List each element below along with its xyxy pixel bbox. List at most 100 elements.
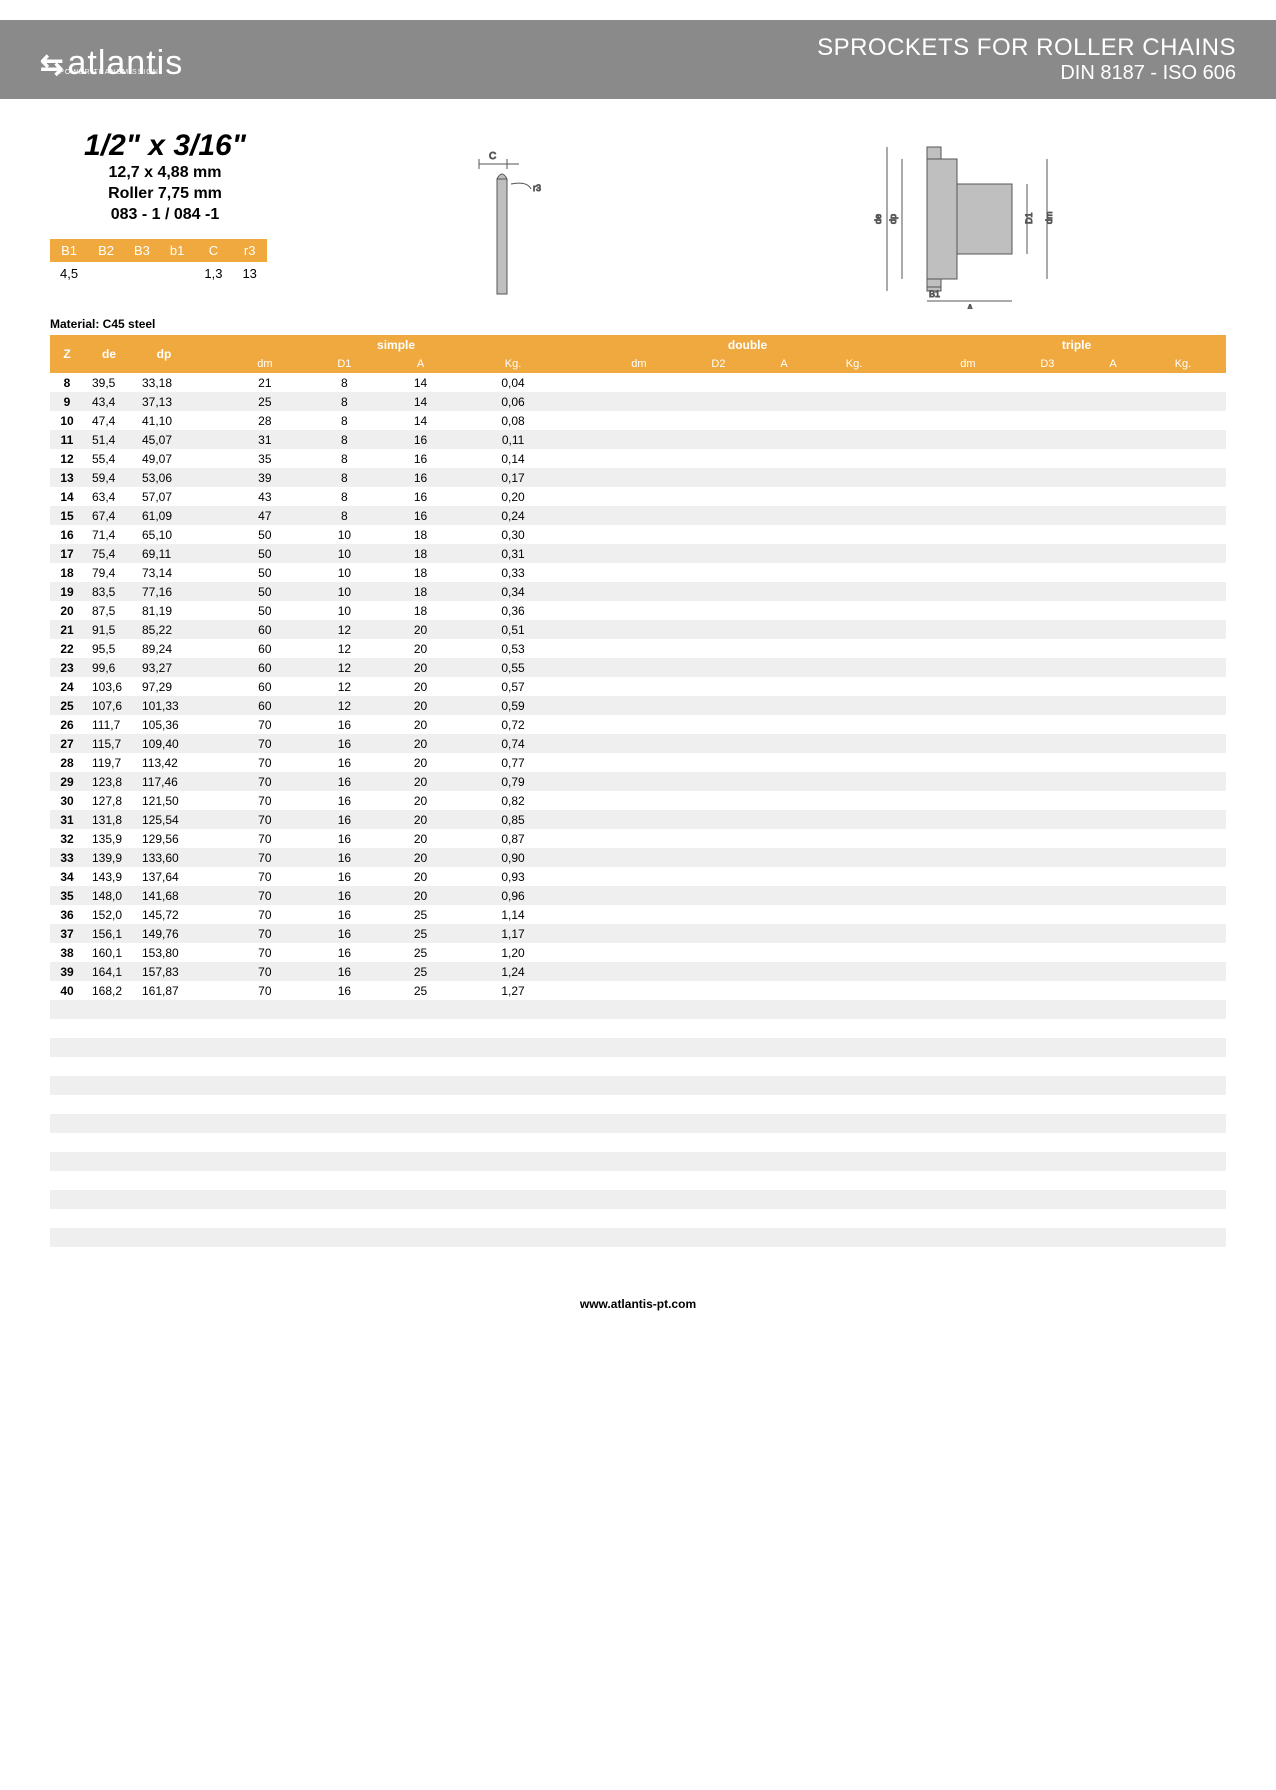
table-row: 36152,0145,727016251,14 [50,905,1226,924]
table-row: 39164,1157,837016251,24 [50,962,1226,981]
logo: ⇆ atlantis POWER TRANSMISSION [40,37,159,83]
table-row: 29123,8117,467016200,79 [50,772,1226,791]
table-row: 30127,8121,507016200,82 [50,791,1226,810]
spec-roller: Roller 7,75 mm [50,184,280,205]
table-row: 2399,693,276012200,55 [50,658,1226,677]
param-header: B2 [88,239,124,262]
page-title: SPROCKETS FOR ROLLER CHAINS [817,34,1236,62]
svg-text:B1: B1 [929,289,940,299]
table-row: 2191,585,226012200,51 [50,620,1226,639]
table-row: 27115,7109,407016200,74 [50,734,1226,753]
svg-text:dm: dm [1044,211,1054,224]
spec-size: 1/2" x 3/16" [50,129,280,163]
sub-header: D2 [680,355,757,373]
sub-header: A [757,355,811,373]
svg-text:r3: r3 [533,183,541,193]
sub-header: dm [224,355,306,373]
table-row-empty [50,1114,1226,1133]
param-header: C [194,239,232,262]
table-row-empty [50,1038,1226,1057]
param-header: B1 [50,239,88,262]
table-row-empty [50,1133,1226,1152]
table-row: 34143,9137,647016200,93 [50,867,1226,886]
logo-subtitle: POWER TRANSMISSION [59,69,159,76]
group-double: double [598,335,897,355]
table-row-empty [50,1076,1226,1095]
material-label: Material: C45 steel [50,317,1226,331]
header-right: SPROCKETS FOR ROLLER CHAINS DIN 8187 - I… [817,34,1236,85]
table-row-empty [50,1171,1226,1190]
svg-text:de: de [873,214,883,224]
table-row: 32135,9129,567016200,87 [50,829,1226,848]
table-row: 1567,461,09478160,24 [50,506,1226,525]
table-row: 1463,457,07438160,20 [50,487,1226,506]
tooth-diagram-icon: C r3 [449,139,589,299]
col-z: Z [50,335,84,373]
param-header: r3 [232,239,266,262]
svg-text:dp: dp [888,214,898,224]
svg-text:C: C [489,151,496,162]
table-row-empty [50,1000,1226,1019]
top-section: 1/2" x 3/16" 12,7 x 4,88 mm Roller 7,75 … [50,129,1226,309]
table-row: 26111,7105,367016200,72 [50,715,1226,734]
table-row-empty [50,1228,1226,1247]
sprocket-diagram-icon: de dp D1 dm B1 A [867,129,1087,309]
page-subtitle: DIN 8187 - ISO 606 [817,62,1236,85]
group-triple: triple [927,335,1226,355]
col-de: de [84,335,134,373]
table-row-empty [50,1095,1226,1114]
col-dp: dp [134,335,194,373]
table-row-empty [50,1209,1226,1228]
table-row: 1983,577,165010180,34 [50,582,1226,601]
table-row: 1879,473,145010180,33 [50,563,1226,582]
param-header: b1 [160,239,194,262]
logo-text: atlantis [67,44,183,83]
table-row-empty [50,1190,1226,1209]
sub-header: Kg. [1140,355,1226,373]
main-table: Z de dp simple double triple dmD1AKg.dmD… [50,335,1226,1247]
svg-text:D1: D1 [1024,212,1034,224]
sub-header: D3 [1009,355,1086,373]
table-row: 24103,697,296012200,57 [50,677,1226,696]
table-row: 1671,465,105010180,30 [50,525,1226,544]
table-row: 1151,445,07318160,11 [50,430,1226,449]
table-row: 25107,6101,336012200,59 [50,696,1226,715]
table-row: 1255,449,07358160,14 [50,449,1226,468]
table-row: 37156,1149,767016251,17 [50,924,1226,943]
diagrams: C r3 de dp [310,129,1226,309]
logo-icon: ⇆ [40,48,61,81]
param-value: 1,3 [194,262,232,285]
header-bar: ⇆ atlantis POWER TRANSMISSION SPROCKETS … [0,20,1276,99]
table-row: 35148,0141,687016200,96 [50,886,1226,905]
table-row: 2087,581,195010180,36 [50,601,1226,620]
param-value [124,262,160,285]
param-header: B3 [124,239,160,262]
spec-box: 1/2" x 3/16" 12,7 x 4,88 mm Roller 7,75 … [50,129,280,285]
content: 1/2" x 3/16" 12,7 x 4,88 mm Roller 7,75 … [0,99,1276,1267]
param-value: 13 [232,262,266,285]
table-row: 1775,469,115010180,31 [50,544,1226,563]
table-row-empty [50,1019,1226,1038]
footer-url: www.atlantis-pt.com [0,1297,1276,1341]
col-gap [194,335,224,373]
table-row: 33139,9133,607016200,90 [50,848,1226,867]
group-simple: simple [224,335,568,355]
spec-mm: 12,7 x 4,88 mm [50,163,280,184]
table-row-empty [50,1152,1226,1171]
table-row: 28119,7113,427016200,77 [50,753,1226,772]
table-row: 40168,2161,877016251,27 [50,981,1226,1000]
svg-text:A: A [967,303,973,309]
param-table: B1B2B3b1Cr3 4,5 1,313 [50,239,267,285]
sub-header: Kg. [811,355,897,373]
table-row: 38160,1153,807016251,20 [50,943,1226,962]
sub-header: A [383,355,458,373]
table-row: 839,533,18218140,04 [50,373,1226,392]
table-row: 31131,8125,547016200,85 [50,810,1226,829]
param-value [160,262,194,285]
sub-header: dm [598,355,680,373]
sub-header: A [1086,355,1140,373]
param-value: 4,5 [50,262,88,285]
spec-code: 083 - 1 / 084 -1 [50,205,280,226]
table-row-empty [50,1057,1226,1076]
param-value [88,262,124,285]
